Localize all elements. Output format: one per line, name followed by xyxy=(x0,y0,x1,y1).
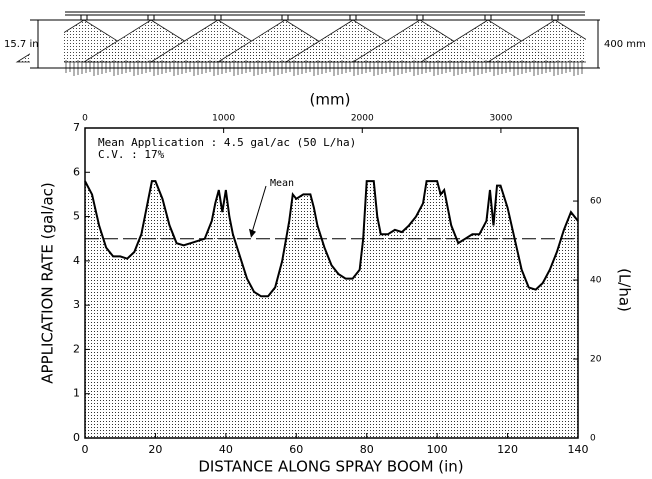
y-tick-label: 2 xyxy=(73,342,80,355)
x-tick-label: 20 xyxy=(148,443,162,456)
mask xyxy=(586,0,652,90)
y2-tick-label: 20 xyxy=(590,355,602,365)
y2-tick-label: 40 xyxy=(590,276,602,286)
arrow-head xyxy=(249,228,256,238)
y-tick-label: 1 xyxy=(73,387,80,400)
y2-tick-label: 0 xyxy=(590,434,596,444)
y2-title: (L/ha) xyxy=(616,268,634,312)
nozzle xyxy=(484,14,492,21)
x-tick-label: 40 xyxy=(219,443,233,456)
nozzle xyxy=(349,14,357,21)
x2-tick-label: 0 xyxy=(82,114,88,124)
plot-frame xyxy=(84,127,579,439)
mean-arrow xyxy=(250,185,267,236)
y-tick-label: 7 xyxy=(73,121,80,134)
nozzle xyxy=(80,14,88,21)
y-tick-label: 3 xyxy=(73,298,80,311)
label-bg xyxy=(268,176,306,189)
y2-tick-label: 60 xyxy=(590,197,602,207)
x-title: DISTANCE ALONG SPRAY BOOM (in) xyxy=(198,458,463,476)
mean-label: Mean xyxy=(270,178,294,189)
y-tick-label: 0 xyxy=(73,431,80,444)
annotation: C.V. : 17% xyxy=(98,148,165,161)
nozzle xyxy=(416,14,424,21)
x-tick-label: 140 xyxy=(568,443,589,456)
x-tick-label: 100 xyxy=(427,443,448,456)
nozzle xyxy=(551,14,559,21)
boom-diagram: 15.7 in 400 mm xyxy=(4,0,652,90)
annotation: Mean Application : 4.5 gal/ac (50 L/ha) xyxy=(98,136,356,149)
x2-tick-label: 3000 xyxy=(489,114,512,124)
mask xyxy=(30,0,64,90)
area-line xyxy=(84,180,579,298)
y-title: APPLICATION RATE (gal/ac) xyxy=(39,182,57,383)
y-tick-label: 5 xyxy=(73,210,80,223)
area-fill xyxy=(85,181,578,438)
nozzle xyxy=(281,14,289,21)
x2-tick-label: 2000 xyxy=(351,114,374,124)
y-tick-label: 4 xyxy=(73,254,80,267)
x2-tick-label: 1000 xyxy=(212,114,235,124)
x2-title: (mm) xyxy=(310,91,351,109)
x-tick-label: 120 xyxy=(497,443,518,456)
y-tick-label: 6 xyxy=(73,165,80,178)
x-tick-label: 0 xyxy=(82,443,89,456)
nozzle xyxy=(147,14,155,21)
x-tick-label: 60 xyxy=(289,443,303,456)
height-in: 15.7 in xyxy=(4,39,39,50)
height-mm: 400 mm xyxy=(604,39,646,50)
nozzle xyxy=(214,14,222,21)
x-tick-label: 80 xyxy=(360,443,374,456)
